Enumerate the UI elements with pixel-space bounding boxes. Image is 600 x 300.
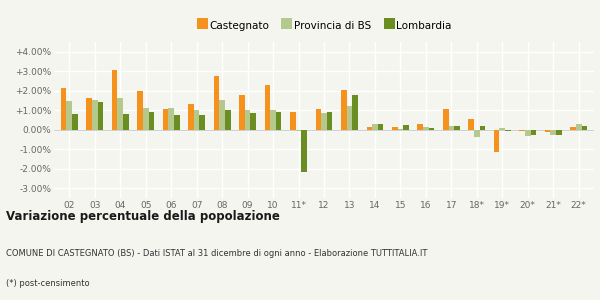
Bar	[265, 85, 270, 130]
Bar	[296, 130, 301, 131]
Bar	[290, 112, 296, 130]
Bar	[72, 114, 77, 130]
Text: COMUNE DI CASTEGNATO (BS) - Dati ISTAT al 31 dicembre di ogni anno - Elaborazion: COMUNE DI CASTEGNATO (BS) - Dati ISTAT a…	[6, 249, 427, 258]
Bar	[118, 98, 123, 130]
Bar	[67, 101, 72, 130]
Bar	[270, 110, 276, 130]
Bar	[137, 91, 143, 130]
Bar	[545, 130, 550, 132]
Bar	[556, 130, 562, 135]
Bar	[392, 127, 398, 130]
Bar	[327, 112, 332, 130]
Bar	[403, 125, 409, 130]
Bar	[321, 113, 327, 130]
Bar	[525, 130, 530, 136]
Legend: Castegnato, Provincia di BS, Lombardia: Castegnato, Provincia di BS, Lombardia	[197, 21, 452, 31]
Bar	[576, 124, 581, 130]
Bar	[239, 94, 245, 130]
Bar	[174, 115, 179, 130]
Text: Variazione percentuale della popolazione: Variazione percentuale della popolazione	[6, 210, 280, 223]
Bar	[341, 90, 347, 130]
Bar	[581, 126, 587, 130]
Bar	[352, 94, 358, 130]
Bar	[428, 128, 434, 130]
Bar	[469, 119, 474, 130]
Bar	[454, 126, 460, 130]
Bar	[418, 124, 423, 130]
Bar	[98, 102, 103, 130]
Bar	[347, 106, 352, 130]
Bar	[112, 70, 118, 130]
Bar	[494, 130, 499, 152]
Bar	[250, 113, 256, 130]
Bar	[443, 109, 449, 130]
Bar	[550, 130, 556, 135]
Bar	[245, 110, 250, 130]
Bar	[123, 114, 128, 130]
Bar	[571, 127, 576, 130]
Bar	[479, 126, 485, 130]
Bar	[225, 110, 230, 130]
Bar	[520, 130, 525, 131]
Bar	[474, 130, 479, 136]
Bar	[378, 124, 383, 130]
Bar	[163, 109, 169, 130]
Bar	[499, 128, 505, 130]
Bar	[169, 108, 174, 130]
Bar	[149, 112, 154, 130]
Bar	[214, 76, 220, 130]
Bar	[449, 126, 454, 130]
Bar	[372, 124, 378, 130]
Bar	[220, 100, 225, 130]
Bar	[86, 98, 92, 130]
Text: (*) post-censimento: (*) post-censimento	[6, 279, 89, 288]
Bar	[199, 115, 205, 130]
Bar	[316, 109, 321, 130]
Bar	[530, 130, 536, 135]
Bar	[301, 130, 307, 172]
Bar	[398, 129, 403, 130]
Bar	[194, 110, 199, 130]
Bar	[61, 88, 67, 130]
Bar	[423, 128, 428, 130]
Bar	[92, 100, 98, 130]
Bar	[143, 108, 149, 130]
Bar	[505, 130, 511, 131]
Bar	[276, 112, 281, 130]
Bar	[188, 104, 194, 130]
Bar	[367, 127, 372, 130]
